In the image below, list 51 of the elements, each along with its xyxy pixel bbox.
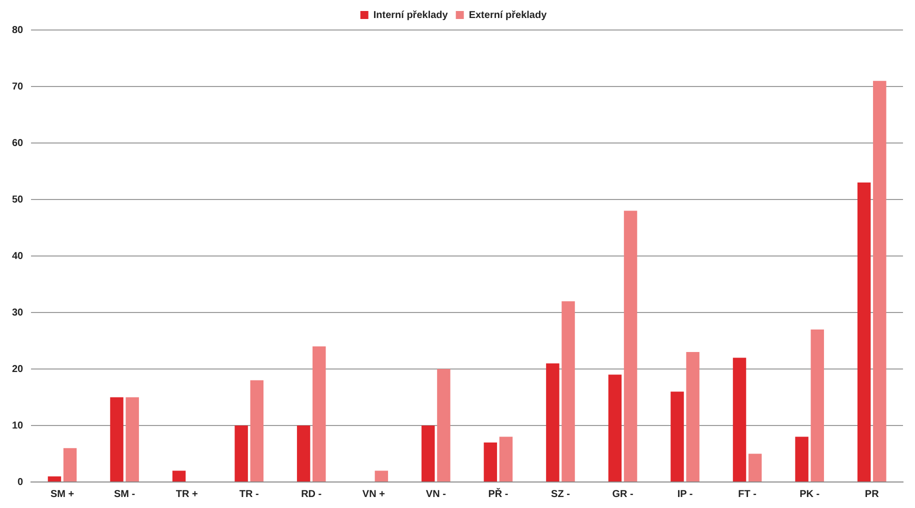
bar — [312, 346, 326, 482]
bar — [608, 374, 622, 482]
y-tick-label: 40 — [12, 250, 24, 262]
x-tick-label: VN - — [426, 488, 446, 500]
x-tick-label: TR - — [239, 488, 259, 500]
x-tick-label: PŘ - — [488, 488, 508, 500]
bar — [126, 397, 139, 482]
bar — [670, 392, 684, 482]
bar — [732, 358, 746, 482]
y-tick-label: 80 — [12, 24, 24, 36]
x-tick-label: PK - — [800, 488, 820, 500]
bar — [48, 476, 62, 482]
bar — [624, 210, 638, 482]
y-tick-label: 50 — [12, 194, 24, 206]
bar — [499, 436, 513, 482]
bar — [748, 454, 762, 482]
bar — [437, 369, 450, 482]
y-tick-label: 0 — [18, 476, 24, 488]
bar — [296, 426, 310, 482]
x-tick-label: SM - — [114, 488, 136, 500]
bar — [686, 352, 700, 482]
bar — [857, 182, 871, 482]
x-tick-label: SZ - — [551, 488, 570, 500]
bar — [63, 448, 77, 482]
bar — [250, 380, 264, 482]
bar — [422, 426, 435, 482]
x-tick-label: TR + — [176, 488, 198, 500]
bar — [484, 442, 498, 482]
bar — [546, 363, 560, 482]
x-tick-label: VN + — [362, 488, 386, 500]
bar — [873, 80, 886, 482]
bar — [374, 470, 388, 482]
y-tick-label: 60 — [12, 138, 24, 149]
y-tick-label: 10 — [12, 420, 24, 432]
bar — [810, 329, 824, 482]
legend-label: Externí překlady — [468, 10, 548, 21]
bar — [110, 397, 124, 482]
x-tick-label: GR - — [612, 488, 634, 500]
y-tick-label: 30 — [12, 307, 24, 318]
x-tick-label: RD - — [301, 488, 322, 500]
bar — [172, 470, 186, 482]
y-tick-label: 70 — [12, 81, 24, 92]
x-tick-label: PR — [864, 488, 880, 500]
bar — [234, 426, 248, 482]
x-tick-label: SM + — [50, 488, 74, 500]
x-tick-label: FT - — [738, 488, 756, 500]
bar — [795, 436, 808, 482]
x-tick-label: IP - — [677, 488, 693, 500]
bar — [562, 301, 575, 482]
legend-label: Interní překlady — [373, 10, 448, 21]
y-tick-label: 20 — [12, 364, 24, 375]
